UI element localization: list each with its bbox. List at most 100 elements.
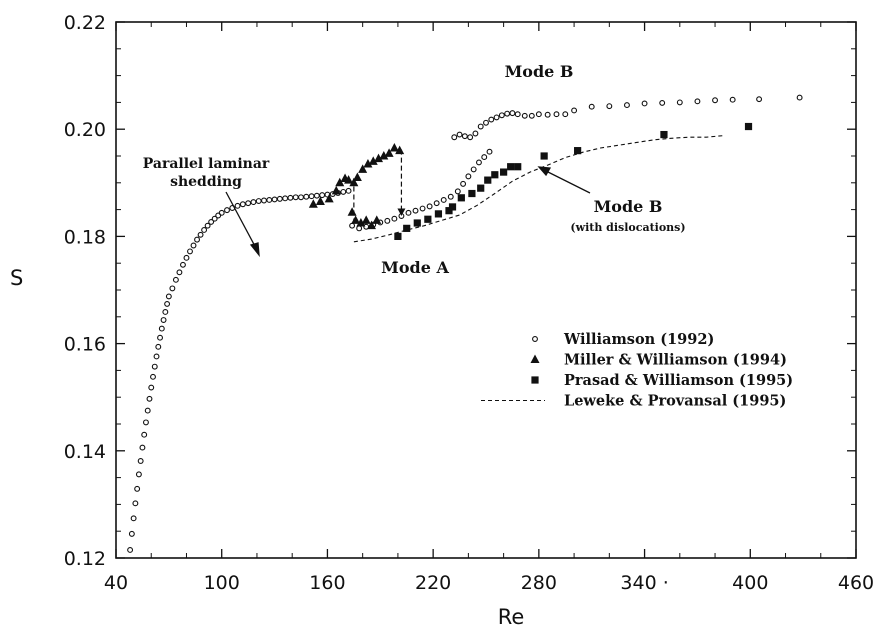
data-point: [521, 112, 528, 119]
data-point: [169, 285, 176, 292]
data-point: [509, 110, 516, 117]
data-point: [239, 201, 246, 208]
data-point: [349, 222, 356, 229]
data-point: [424, 215, 432, 223]
data-point: [744, 122, 753, 131]
data-point: [488, 116, 495, 123]
series-miller-williamson-1994-: [308, 142, 405, 230]
annotation-mode-a: Mode A: [381, 258, 449, 277]
data-point: [491, 171, 499, 179]
data-point: [659, 99, 666, 106]
data-point: [514, 163, 522, 171]
data-point: [729, 96, 736, 103]
x-tick-label: 340 ·: [620, 572, 668, 594]
data-point: [356, 225, 363, 232]
data-point: [271, 196, 278, 203]
data-point: [403, 224, 411, 232]
data-point: [374, 153, 384, 163]
data-point: [426, 203, 433, 210]
legend-entry: Prasad & Williamson (1995): [531, 372, 793, 389]
data-point: [413, 219, 421, 227]
data-point: [276, 195, 283, 202]
data-point: [151, 363, 158, 370]
data-point: [412, 207, 419, 214]
data-point: [384, 217, 391, 224]
data-point: [461, 133, 468, 140]
data-point: [194, 236, 200, 243]
data-point: [574, 147, 582, 155]
data-point: [571, 107, 578, 114]
legend-entry: Leweke & Provansal (1995): [481, 393, 786, 410]
data-point: [676, 99, 683, 106]
data-point: [287, 194, 294, 201]
series-williamson-1992-: [127, 94, 803, 553]
x-tick-label: 100: [204, 572, 240, 594]
data-point: [641, 100, 648, 107]
x-tick-label: 220: [415, 572, 451, 594]
data-point: [132, 500, 139, 507]
data-point: [394, 232, 402, 240]
data-point: [606, 103, 613, 110]
data-point: [127, 547, 134, 553]
data-point: [204, 222, 211, 229]
annotation-mode-b-top: Mode B: [505, 62, 574, 81]
data-point: [157, 334, 163, 341]
data-point: [391, 215, 398, 222]
data-point: [134, 485, 141, 492]
data-point: [384, 148, 394, 157]
data-point: [201, 227, 208, 233]
data-point: [588, 103, 595, 110]
y-tick-label: 0.20: [64, 119, 106, 141]
data-point: [476, 159, 482, 166]
data-point: [440, 197, 447, 203]
data-point: [477, 123, 484, 130]
y-tick-label: 0.16: [64, 334, 106, 356]
data-point: [660, 130, 668, 139]
data-point: [143, 419, 149, 426]
legend-marker: [531, 376, 539, 384]
data-point: [433, 200, 440, 207]
data-point: [472, 130, 479, 137]
y-tick-label: 0.18: [64, 226, 106, 248]
hysteresis-loop: [353, 149, 406, 226]
data-point: [484, 176, 492, 184]
data-point: [250, 199, 257, 206]
data-point: [172, 276, 179, 283]
data-point: [292, 194, 299, 201]
data-point: [457, 194, 465, 202]
data-point: [303, 193, 310, 200]
legend-marker: [532, 336, 538, 342]
x-tick-label: 460: [838, 572, 874, 594]
data-point: [361, 215, 371, 224]
data-point: [331, 185, 341, 195]
annotation-parallel-line2: shedding: [170, 174, 242, 190]
data-point: [137, 458, 144, 464]
data-point: [467, 134, 474, 141]
data-point: [308, 193, 315, 200]
data-point: [624, 102, 630, 109]
x-tick-label: 400: [732, 572, 768, 594]
data-point: [507, 163, 515, 171]
legend-marker: [530, 354, 540, 363]
data-point: [135, 471, 142, 478]
data-point: [419, 205, 426, 212]
data-point: [148, 384, 155, 391]
data-point: [454, 188, 461, 195]
data-point: [465, 173, 472, 180]
data-point: [130, 515, 137, 522]
x-tick-label: 40: [104, 572, 128, 594]
data-point: [694, 98, 701, 105]
data-point: [197, 231, 204, 238]
data-point: [245, 200, 252, 207]
x-axis-title: Re: [498, 605, 525, 629]
data-point: [451, 134, 458, 141]
data-point: [324, 193, 334, 203]
data-point: [183, 254, 190, 261]
data-point: [344, 175, 354, 184]
data-point: [180, 261, 186, 268]
legend-label: Leweke & Provansal (1995): [564, 393, 786, 410]
data-point: [208, 218, 215, 225]
data-point: [460, 180, 467, 187]
data-point: [234, 202, 241, 209]
